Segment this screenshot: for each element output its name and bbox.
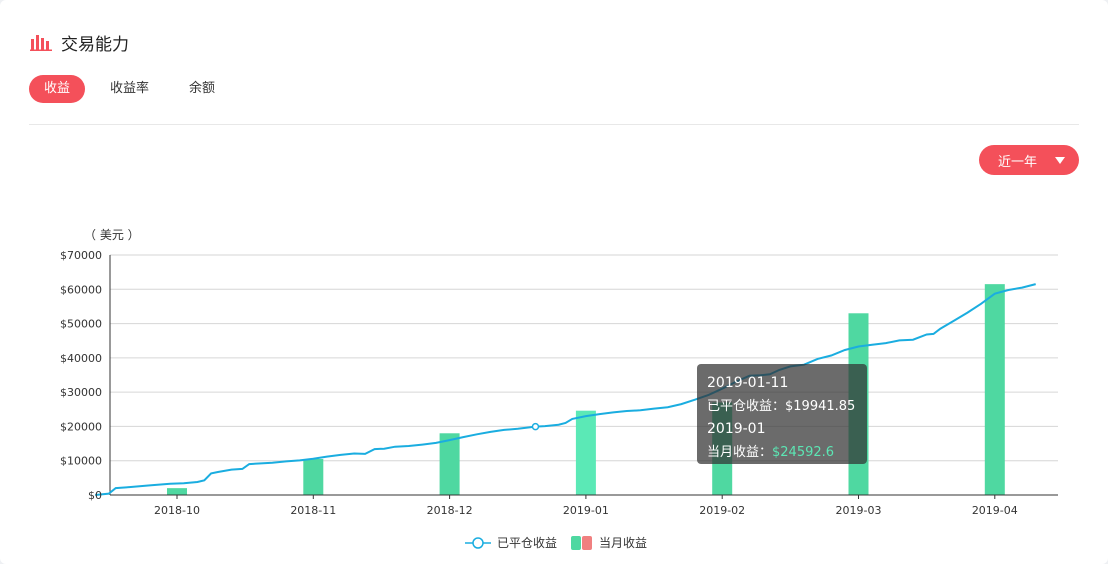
time-range-select[interactable]: 近一年 <box>979 145 1079 175</box>
x-tick-label: 2018-12 <box>427 504 473 517</box>
bar <box>439 433 460 495</box>
tooltip-value-closed: $19941.85 <box>785 399 856 414</box>
x-tick-label: 2019-04 <box>972 504 1018 517</box>
tooltip-date-month: 2019-01 <box>707 421 766 437</box>
line-legend-icon <box>465 536 491 549</box>
bar-chart-icon <box>30 35 52 51</box>
y-tick-label: $30000 <box>60 386 102 399</box>
bar-legend-icon <box>571 535 593 550</box>
bar <box>303 459 324 495</box>
legend-item-closed-profit[interactable]: 已平仓收益 <box>465 534 557 551</box>
grid-lines <box>110 254 1058 462</box>
closed-profit-line <box>95 283 1036 496</box>
x-tick-label: 2018-11 <box>290 504 336 517</box>
caret-down-icon <box>1055 157 1065 164</box>
chart-legend: 已平仓收益 当月收益 <box>465 534 661 551</box>
legend-label-closed-profit: 已平仓收益 <box>497 536 558 550</box>
line-series <box>95 283 1036 496</box>
y-tick-label: $60000 <box>60 283 102 296</box>
card-header: 交易能力 <box>30 30 129 55</box>
y-tick-label: $20000 <box>60 420 102 433</box>
time-range-value: 近一年 <box>998 154 1038 170</box>
tooltip-date-closed: 2019-01-11 <box>707 375 789 391</box>
highlight-point <box>531 422 540 431</box>
y-tick-label: $70000 <box>60 249 102 262</box>
x-tick-label: 2019-01 <box>563 504 609 517</box>
tooltip-label-month: 当月收益： <box>707 445 773 460</box>
x-tick-label: 2018-10 <box>154 504 200 517</box>
axes <box>109 255 1058 499</box>
tooltip-label-closed: 已平仓收益： <box>707 399 786 414</box>
y-tick-label: $40000 <box>60 352 102 365</box>
bar <box>575 410 596 495</box>
tick-labels: $70000 $60000 $50000 $40000 $30000 $20000 $100… <box>60 249 1018 517</box>
bar-series <box>167 284 1005 495</box>
metric-tabs: 收益 收益率 余额 <box>29 75 240 103</box>
legend-label-monthly-profit: 当月收益 <box>599 536 648 550</box>
bar <box>984 284 1005 495</box>
tooltip-value-month: $24592.6 <box>772 445 835 460</box>
page-title: 交易能力 <box>61 34 129 55</box>
y-tick-label: $0 <box>88 489 102 502</box>
tab-balance[interactable]: 余额 <box>189 81 216 96</box>
y-axis-unit: （ 美元 ） <box>84 228 140 242</box>
x-tick-label: 2019-02 <box>699 504 745 517</box>
y-tick-label: $10000 <box>60 455 102 468</box>
chart-tooltip: 2019-01-11 已平仓收益：$19941.85 2019-01 当月收益：… <box>697 364 867 464</box>
tooltip-row-month: 当月收益：$24592.6 <box>707 441 857 464</box>
tooltip-row-closed: 已平仓收益：$19941.85 <box>707 395 857 418</box>
profit-chart: $70000 $60000 $50000 $40000 $30000 $20000 $100… <box>60 249 1058 517</box>
legend-item-monthly-profit[interactable]: 当月收益 <box>571 534 647 551</box>
divider <box>29 124 1079 125</box>
y-tick-label: $50000 <box>60 318 102 331</box>
tab-profit-rate[interactable]: 收益率 <box>110 81 150 96</box>
tab-profit[interactable]: 收益 <box>29 75 86 103</box>
x-tick-label: 2019-03 <box>836 504 882 517</box>
bar <box>167 488 187 495</box>
